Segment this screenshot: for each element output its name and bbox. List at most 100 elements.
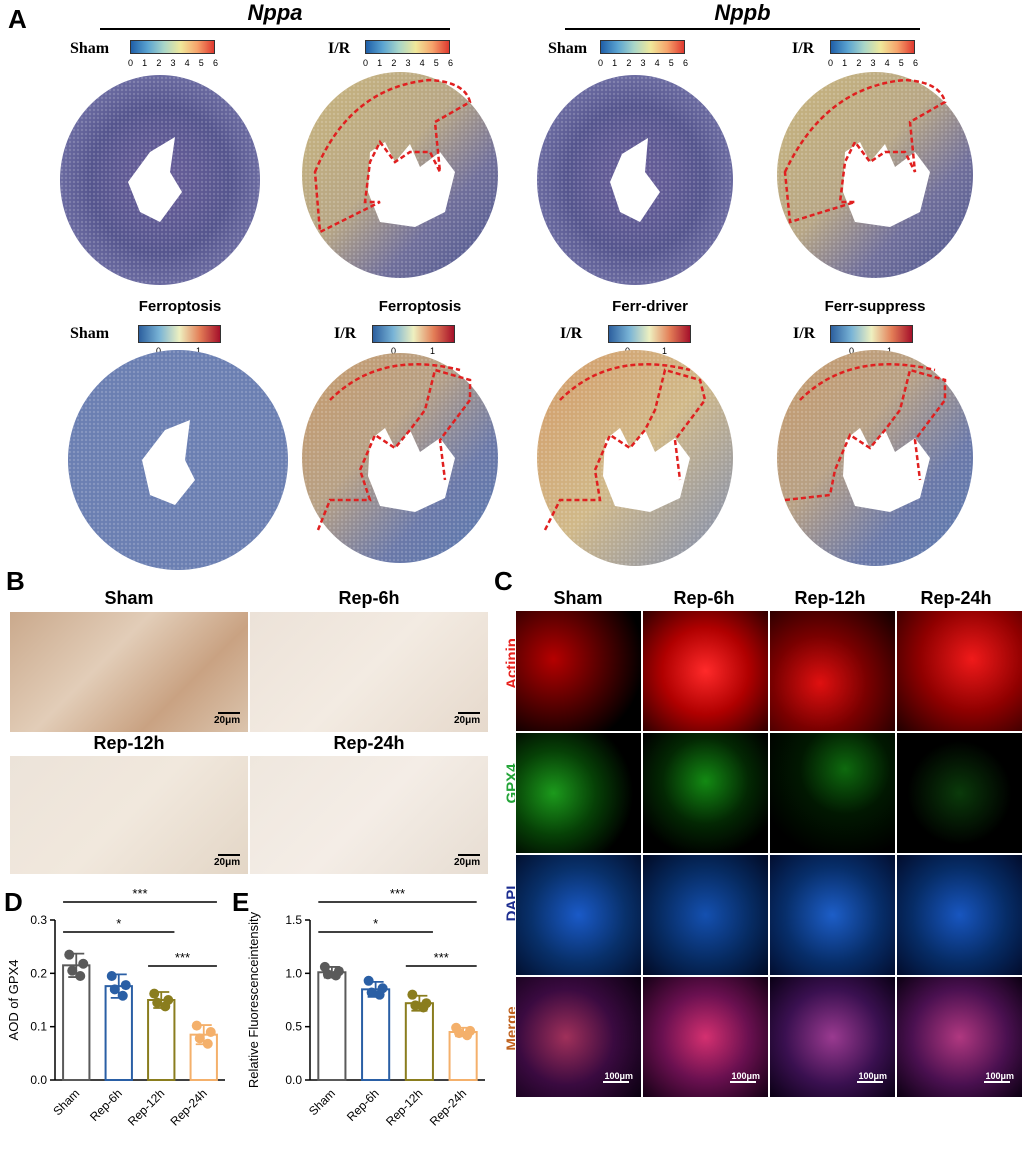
- x-tick-label: Sham: [50, 1086, 82, 1118]
- gene-underline-nppa: [100, 28, 450, 30]
- if-image-gpx4-rep-24h: [896, 732, 1023, 854]
- significance-label: *: [116, 916, 121, 931]
- if-image-gpx4-rep-6h: [642, 732, 769, 854]
- if-image-grid: 100μm 100μm 100μm 100μm: [515, 610, 1023, 1145]
- significance-label: ***: [390, 886, 405, 901]
- if-image-gpx4-rep-12h: [769, 732, 896, 854]
- if-column-title: Rep-12h: [794, 588, 866, 608]
- data-point: [117, 990, 128, 1001]
- if-image-actinin-rep-24h: [896, 610, 1023, 732]
- x-tick-label: Sham: [306, 1086, 338, 1118]
- scale-bar-label: 20μm: [454, 857, 481, 868]
- panel-a-letter: A: [8, 4, 27, 34]
- tissue-section-ferr-driver-ir: [537, 350, 733, 566]
- y-tick-label: 0.5: [285, 1020, 302, 1034]
- score-title: Ferroptosis: [378, 298, 462, 315]
- y-tick-label: 0.0: [30, 1073, 47, 1087]
- x-tick-label: Rep-24h: [427, 1086, 469, 1128]
- score-title: Ferr-suppress: [824, 298, 926, 315]
- if-image-dapi-rep-6h: [642, 854, 769, 976]
- condition-label: I/R: [560, 325, 583, 342]
- data-point: [330, 970, 341, 981]
- y-axis-label: AOD of GPX4: [6, 960, 21, 1041]
- panel-d-letter: D: [4, 887, 23, 917]
- ihc-image-rep-6h: [250, 612, 488, 732]
- score-colorbar: [608, 325, 691, 343]
- ihc-title: Rep-24h: [333, 733, 405, 753]
- scale-bar-label: 20μm: [214, 715, 241, 726]
- if-image-merge-rep-12h: 100μm: [769, 976, 896, 1098]
- scale-bar-label: 20μm: [454, 715, 481, 726]
- ihc-title: Sham: [104, 588, 154, 608]
- x-tick-label: Rep-12h: [125, 1086, 167, 1128]
- data-point: [407, 989, 418, 1000]
- y-tick-label: 0.3: [30, 913, 47, 927]
- scale-bar-label: 100μm: [731, 1071, 760, 1081]
- significance-label: ***: [175, 950, 190, 965]
- y-tick-label: 0.2: [30, 966, 47, 980]
- data-point: [363, 975, 374, 986]
- data-point: [160, 1001, 171, 1012]
- expression-colorbar: [830, 40, 915, 54]
- condition-label: I/R: [792, 40, 815, 57]
- scale-bar-line: [218, 854, 240, 856]
- data-point: [64, 949, 75, 960]
- if-image-dapi-rep-24h: [896, 854, 1023, 976]
- scale-bar-line: [458, 712, 480, 714]
- data-point: [366, 987, 377, 998]
- x-tick-label: Rep-24h: [167, 1086, 209, 1128]
- data-point: [202, 1038, 213, 1049]
- score-title: Ferroptosis: [138, 298, 222, 315]
- significance-label: ***: [132, 886, 147, 901]
- if-image-actinin-sham: [515, 610, 642, 732]
- spatial-sections-row1: [60, 72, 973, 285]
- data-point: [322, 969, 333, 980]
- colorbar-tick: 0: [391, 346, 397, 356]
- data-point: [454, 1028, 465, 1039]
- scale-bar-label: 100μm: [858, 1071, 887, 1081]
- y-tick-label: 1.0: [285, 966, 302, 980]
- ihc-image-rep-24h: [250, 756, 488, 874]
- if-image-actinin-rep-12h: [769, 610, 896, 732]
- data-point: [194, 1033, 205, 1044]
- condition-label: I/R: [334, 325, 357, 342]
- expression-colorbar: [365, 40, 450, 54]
- y-axis-label: Relative Fluorescenceintensity: [246, 911, 261, 1088]
- condition-label: I/R: [793, 325, 816, 342]
- tissue-section-ferr-suppress-ir: [777, 350, 973, 566]
- y-tick-label: 0.0: [285, 1073, 302, 1087]
- data-point: [374, 989, 385, 1000]
- score-colorbar: [138, 325, 221, 343]
- bar: [104, 985, 133, 1081]
- tissue-section-nppb-ir: [777, 72, 973, 278]
- if-column-title: Sham: [553, 588, 603, 608]
- scale-bar-line: [984, 1081, 1010, 1083]
- x-tick-label: Rep-6h: [87, 1086, 125, 1124]
- score-colorbar: [830, 325, 913, 343]
- score-title: Ferr-driver: [612, 298, 688, 315]
- if-image-actinin-rep-6h: [642, 610, 769, 732]
- bar: [147, 999, 176, 1081]
- tissue-section-nppa-ir: [302, 72, 498, 278]
- colorbar-tick: 0: [156, 346, 162, 356]
- gene-label-nppa: Nppa: [247, 0, 303, 25]
- tissue-section-nppa-sham: [60, 75, 260, 285]
- if-image-merge-rep-24h: 100μm: [896, 976, 1023, 1098]
- if-column-title: Rep-6h: [673, 588, 735, 608]
- significance-label: *: [373, 916, 378, 931]
- tissue-section-ferroptosis-sham: [68, 350, 288, 570]
- scale-bar-line: [218, 712, 240, 714]
- scale-bar-label: 100μm: [604, 1071, 633, 1081]
- y-tick-label: 1.5: [285, 913, 302, 927]
- data-point: [120, 980, 131, 991]
- bar: [448, 1031, 478, 1081]
- ihc-image-rep-12h: [10, 756, 248, 874]
- panel-b-letter: B: [6, 566, 25, 596]
- condition-label: Sham: [70, 40, 110, 57]
- scale-bar-line: [458, 854, 480, 856]
- data-point: [410, 1000, 421, 1011]
- condition-label: Sham: [70, 325, 110, 342]
